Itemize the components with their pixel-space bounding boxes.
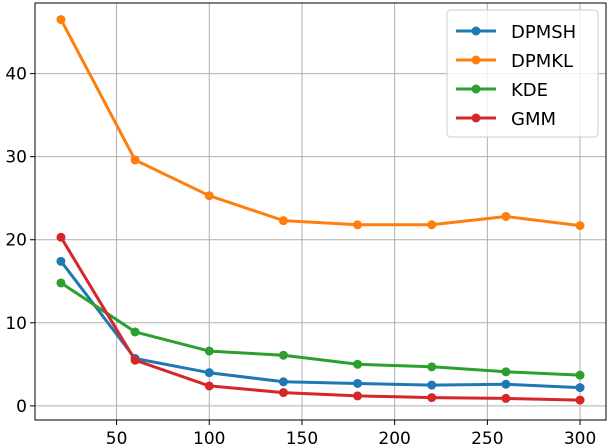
data-point-gmm: [501, 393, 511, 403]
data-point-dpmkl: [427, 220, 437, 230]
legend: DPMSH DPMKL KDE GMM: [446, 9, 599, 138]
x-tick-label: 200: [378, 429, 410, 448]
data-point-kde: [501, 367, 511, 377]
data-point-dpmsh: [278, 377, 288, 387]
axis-ticks: 50 100 150 200 250 300 0 10 20 30 40: [5, 65, 596, 448]
data-point-dpmkl: [278, 216, 288, 226]
data-point-dpmsh: [204, 368, 214, 378]
data-point-dpmkl: [575, 221, 585, 231]
series-line-dpmkl: [59, 18, 582, 228]
data-point-dpmkl: [130, 155, 140, 165]
data-point-kde: [575, 370, 585, 380]
data-point-kde: [204, 346, 214, 356]
legend-label: DPMSH: [511, 22, 576, 43]
legend-swatch-marker: [471, 113, 481, 123]
data-point-dpmsh: [575, 383, 585, 393]
data-point-dpmsh: [353, 378, 363, 388]
legend-item-gmm: GMM: [456, 109, 556, 130]
x-tick-label: 300: [564, 429, 596, 448]
data-point-dpmkl: [353, 220, 363, 230]
series-line-kde: [59, 281, 582, 377]
legend-swatch-marker: [471, 26, 481, 36]
x-tick-label: 50: [106, 429, 128, 448]
x-tick-label: 100: [193, 429, 225, 448]
legend-label: DPMKL: [511, 51, 573, 72]
series-layer: [56, 15, 585, 405]
legend-box: [446, 9, 599, 138]
data-point-kde: [427, 362, 437, 372]
x-tick-label: 250: [471, 429, 503, 448]
data-point-dpmsh: [427, 380, 437, 390]
data-point-gmm: [427, 393, 437, 403]
series-line-gmm: [59, 235, 582, 402]
legend-swatch-marker: [471, 55, 481, 65]
data-point-gmm: [130, 355, 140, 365]
y-tick-label: 20: [5, 231, 27, 251]
series-line-dpmsh: [59, 259, 582, 390]
data-point-kde: [278, 350, 288, 360]
y-tick-label: 0: [16, 397, 27, 417]
legend-item-kde: KDE: [456, 80, 548, 101]
series-dpmkl: [56, 15, 585, 231]
data-point-dpmkl: [56, 15, 66, 25]
data-point-gmm: [278, 388, 288, 398]
data-point-dpmkl: [501, 211, 511, 221]
y-tick-label: 30: [5, 148, 27, 168]
legend-label: KDE: [511, 80, 548, 101]
data-point-gmm: [56, 232, 66, 242]
data-point-gmm: [575, 395, 585, 405]
plot-frame: [34, 2, 607, 421]
data-point-gmm: [204, 381, 214, 391]
data-point-kde: [130, 327, 140, 337]
data-point-dpmkl: [204, 191, 214, 201]
data-point-kde: [353, 359, 363, 369]
legend-item-dpmsh: DPMSH: [456, 22, 576, 43]
data-point-dpmsh: [501, 379, 511, 389]
data-point-dpmsh: [56, 256, 66, 266]
x-tick-label: 150: [286, 429, 318, 448]
y-tick-label: 40: [5, 65, 27, 85]
series-gmm: [56, 232, 585, 405]
legend-item-dpmkl: DPMKL: [456, 51, 573, 72]
data-point-kde: [56, 278, 66, 288]
legend-label: GMM: [511, 109, 556, 130]
y-tick-label: 10: [5, 314, 27, 334]
series-kde: [56, 278, 585, 380]
legend-swatch-marker: [471, 84, 481, 94]
data-point-gmm: [353, 391, 363, 401]
